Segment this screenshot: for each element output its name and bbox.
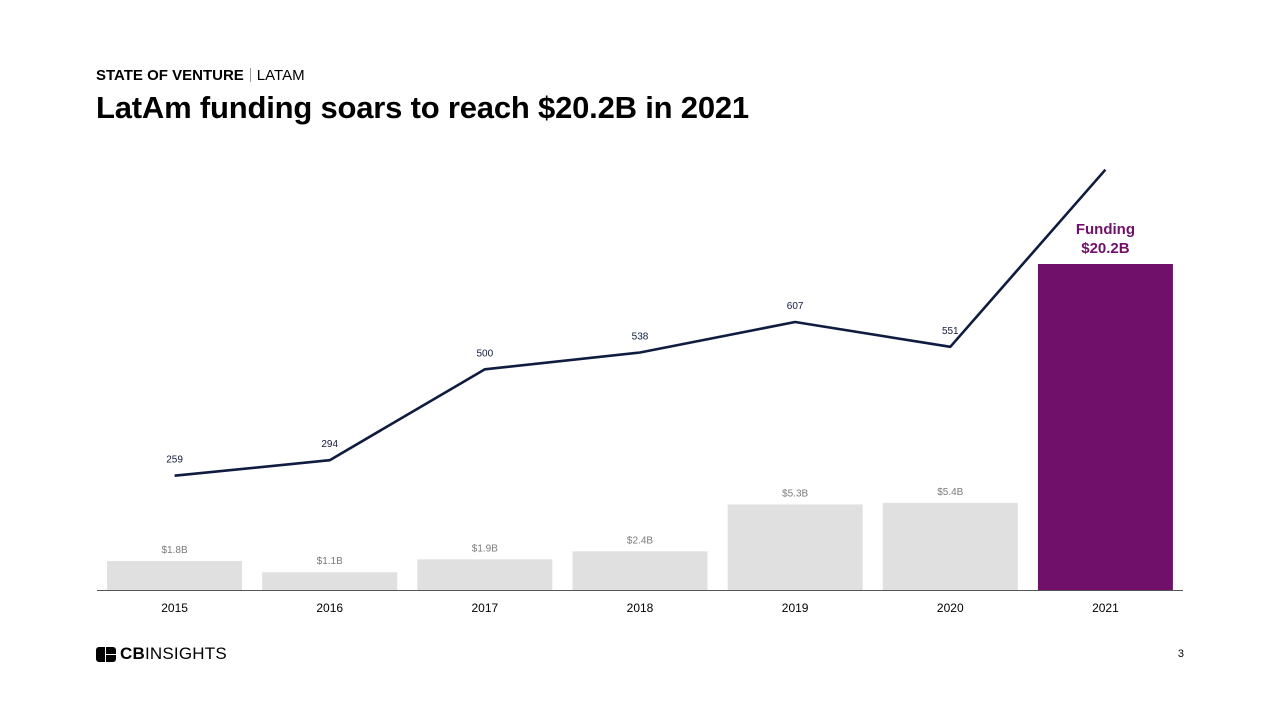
bar-2017 [417,559,553,590]
bar-2021 [1037,264,1173,590]
logo-cb: CB [120,644,145,663]
funding-callout-value: $20.2B [1081,240,1130,257]
bar-2016 [262,572,398,590]
funding-callout-label: Funding [1076,221,1135,238]
deals-label-2017: 500 [477,348,494,359]
x-tick-2019: 2019 [782,601,809,615]
kicker-section: STATE OF VENTURE [96,67,244,84]
deals-label-2020: 551 [942,326,959,337]
deals-label-2018: 538 [632,332,649,343]
page-title: LatAm funding soars to reach $20.2B in 2… [96,90,749,125]
deals-label-2019: 607 [787,301,804,312]
bar-label-2020: $5.4B [937,487,963,498]
header: STATE OF VENTURE LATAM LatAm funding soar… [96,66,749,128]
logo-insights: INSIGHTS [144,644,227,663]
kicker-region: LATAM [256,67,305,84]
deals-label-2016: 294 [321,439,338,450]
cb-logo-icon [96,646,116,662]
bar-label-2015: $1.8B [162,545,188,556]
deals-label-2015: 259 [166,455,183,466]
logo-text: CBINSIGHTS [120,645,227,663]
x-tick-2016: 2016 [316,601,343,615]
x-tick-2018: 2018 [627,601,654,615]
x-tick-2015: 2015 [161,601,188,615]
bar-label-2017: $1.9B [472,543,498,554]
x-tick-2017: 2017 [472,601,499,615]
x-tick-2021: 2021 [1092,601,1119,615]
deals-callout-label: Deals [1085,191,1125,208]
bar-label-2018: $2.4B [627,535,653,546]
bar-2018 [572,551,708,590]
kicker-divider [249,68,251,82]
bar-2019 [727,504,863,590]
x-tick-2020: 2020 [937,601,964,615]
deals-line [174,168,1107,477]
bar-label-2016: $1.1B [317,556,343,567]
bar-2020 [882,502,1018,590]
cb-insights-logo: CBINSIGHTS [96,645,227,663]
deals-callout-value: 952 [1093,210,1118,227]
bar-label-2019: $5.3B [782,488,808,499]
bar-2015 [107,560,243,590]
page-number: 3 [1177,648,1184,660]
kicker: STATE OF VENTURE LATAM [96,66,749,86]
